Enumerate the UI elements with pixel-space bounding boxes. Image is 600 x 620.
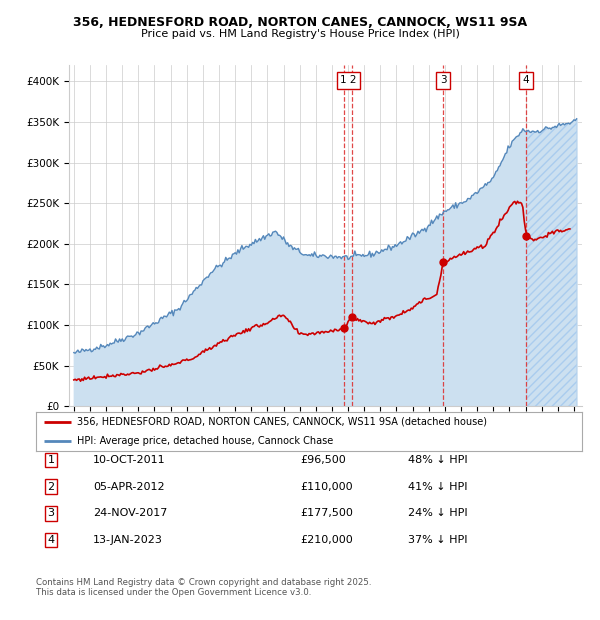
Text: 356, HEDNESFORD ROAD, NORTON CANES, CANNOCK, WS11 9SA (detached house): 356, HEDNESFORD ROAD, NORTON CANES, CANN… <box>77 417 487 427</box>
Text: 356, HEDNESFORD ROAD, NORTON CANES, CANNOCK, WS11 9SA: 356, HEDNESFORD ROAD, NORTON CANES, CANN… <box>73 16 527 29</box>
Text: 3: 3 <box>47 508 55 518</box>
Text: HPI: Average price, detached house, Cannock Chase: HPI: Average price, detached house, Cann… <box>77 436 333 446</box>
Text: 1 2: 1 2 <box>340 76 356 86</box>
Text: 48% ↓ HPI: 48% ↓ HPI <box>408 455 467 465</box>
Text: Price paid vs. HM Land Registry's House Price Index (HPI): Price paid vs. HM Land Registry's House … <box>140 29 460 39</box>
Text: 05-APR-2012: 05-APR-2012 <box>93 482 164 492</box>
Text: 10-OCT-2011: 10-OCT-2011 <box>93 455 166 465</box>
Text: 41% ↓ HPI: 41% ↓ HPI <box>408 482 467 492</box>
Text: 24-NOV-2017: 24-NOV-2017 <box>93 508 167 518</box>
Text: £177,500: £177,500 <box>300 508 353 518</box>
Text: 4: 4 <box>523 76 529 86</box>
Text: Contains HM Land Registry data © Crown copyright and database right 2025.
This d: Contains HM Land Registry data © Crown c… <box>36 578 371 597</box>
Text: £96,500: £96,500 <box>300 455 346 465</box>
Text: £210,000: £210,000 <box>300 535 353 545</box>
Text: 3: 3 <box>440 76 446 86</box>
Text: 4: 4 <box>47 535 55 545</box>
Text: 2: 2 <box>47 482 55 492</box>
Text: 37% ↓ HPI: 37% ↓ HPI <box>408 535 467 545</box>
Text: £110,000: £110,000 <box>300 482 353 492</box>
Text: 1: 1 <box>47 455 55 465</box>
Text: 24% ↓ HPI: 24% ↓ HPI <box>408 508 467 518</box>
Text: 13-JAN-2023: 13-JAN-2023 <box>93 535 163 545</box>
